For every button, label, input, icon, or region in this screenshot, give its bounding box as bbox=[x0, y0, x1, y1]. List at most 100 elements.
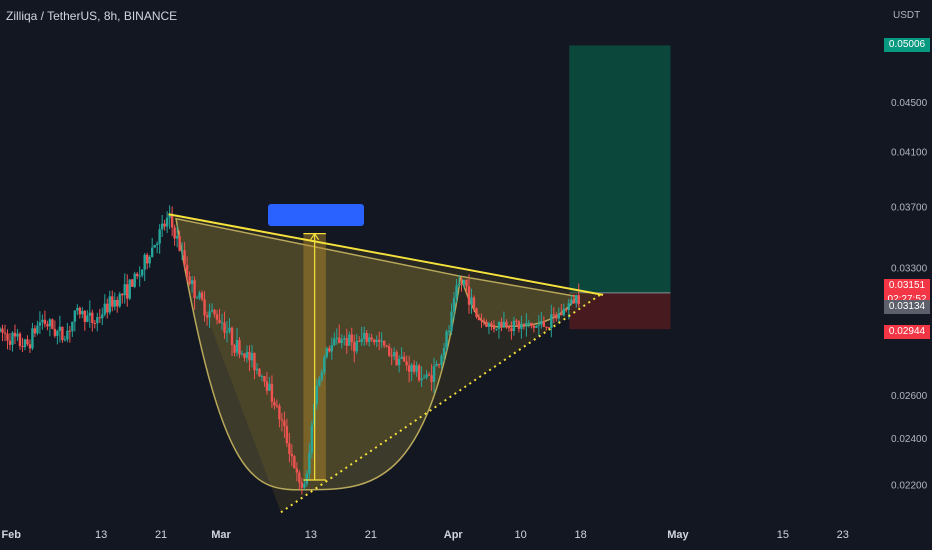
candle bbox=[131, 278, 134, 287]
candle-body bbox=[215, 314, 219, 320]
candle-body bbox=[41, 319, 44, 323]
price-tick-label: 0.02600 bbox=[891, 391, 928, 402]
price-tick-label: 0.03300 bbox=[891, 264, 928, 275]
candle bbox=[243, 352, 246, 362]
candle bbox=[562, 303, 565, 317]
candle bbox=[552, 307, 556, 324]
candle-body bbox=[0, 328, 2, 332]
candle bbox=[460, 276, 463, 292]
candle-body bbox=[442, 348, 446, 356]
candle bbox=[535, 325, 538, 328]
candle bbox=[467, 274, 471, 314]
time-axis[interactable]: Feb 13 21 Mar 13 21 Apr 10 18 May 15 23 bbox=[1, 529, 848, 541]
candle bbox=[153, 244, 156, 248]
candle bbox=[522, 323, 526, 330]
candle-body bbox=[86, 315, 89, 322]
candle bbox=[445, 329, 448, 352]
time-tick-label: 13 bbox=[305, 529, 317, 541]
price-unit-label: USDT bbox=[893, 10, 921, 21]
candle-body bbox=[213, 309, 216, 315]
candle-body bbox=[263, 376, 266, 382]
candle-body bbox=[517, 321, 521, 329]
candle-body bbox=[422, 377, 426, 379]
candle-body bbox=[557, 313, 561, 319]
candle bbox=[310, 420, 314, 459]
candle-body bbox=[78, 307, 82, 315]
candle-body bbox=[328, 348, 331, 352]
candle-body bbox=[103, 303, 106, 315]
candle-body bbox=[288, 443, 291, 454]
candle bbox=[48, 318, 52, 337]
candle bbox=[415, 361, 418, 377]
candle-body bbox=[16, 333, 19, 337]
candle bbox=[101, 307, 104, 326]
candle-body bbox=[155, 243, 159, 245]
cup-and-handle-pattern bbox=[168, 214, 604, 513]
candle bbox=[577, 283, 580, 308]
candle bbox=[263, 376, 266, 387]
candle bbox=[355, 333, 358, 355]
candle-body bbox=[230, 327, 234, 346]
cup-shape bbox=[175, 217, 462, 491]
time-tick-label: 21 bbox=[155, 529, 167, 541]
candle-body bbox=[278, 405, 281, 420]
time-tick-label: Apr bbox=[444, 529, 464, 541]
candle bbox=[21, 337, 24, 353]
candle bbox=[98, 309, 101, 324]
candle-body bbox=[527, 322, 531, 324]
candle bbox=[240, 350, 244, 356]
candle-body bbox=[537, 324, 541, 326]
candle-body bbox=[525, 322, 528, 326]
candle-body bbox=[335, 337, 338, 339]
candle-body bbox=[532, 325, 536, 328]
candle-body bbox=[472, 297, 476, 309]
candle-body bbox=[83, 311, 87, 322]
candle-body bbox=[460, 283, 463, 285]
price-tick-label: 0.02400 bbox=[891, 434, 928, 445]
candle-body bbox=[153, 244, 156, 248]
candle bbox=[465, 279, 468, 293]
candle-body bbox=[200, 292, 204, 300]
candle bbox=[557, 307, 561, 324]
price-range-label[interactable] bbox=[268, 204, 364, 226]
candle bbox=[425, 370, 428, 380]
candle bbox=[238, 336, 241, 359]
candle bbox=[113, 292, 116, 311]
candle bbox=[532, 324, 536, 333]
candle bbox=[93, 319, 96, 329]
candle bbox=[392, 347, 396, 361]
candle-body bbox=[283, 420, 286, 427]
candle-body bbox=[145, 254, 149, 264]
candle-body bbox=[190, 280, 194, 284]
candle bbox=[542, 316, 546, 328]
trendlines[interactable] bbox=[168, 213, 604, 514]
candle bbox=[407, 355, 411, 383]
candle-body bbox=[565, 308, 568, 310]
candle bbox=[512, 316, 516, 336]
candle-body bbox=[133, 273, 136, 287]
candle bbox=[218, 308, 221, 324]
chart-title: Zilliqa / TetherUS, 8h, BINANCE bbox=[6, 9, 178, 23]
candle-body bbox=[562, 308, 565, 316]
candle bbox=[303, 479, 306, 491]
candle bbox=[273, 397, 276, 410]
candle-body bbox=[43, 319, 47, 325]
position-zones bbox=[569, 45, 671, 330]
price-axis[interactable]: 0.04500 0.04100 0.03700 0.03300 0.02600 0.024… bbox=[891, 98, 928, 491]
candle bbox=[36, 320, 39, 336]
candle-body bbox=[497, 321, 501, 329]
candle bbox=[377, 331, 381, 351]
candle bbox=[290, 444, 294, 467]
candle-body bbox=[163, 223, 166, 227]
candle-body bbox=[485, 321, 488, 327]
candle bbox=[298, 470, 301, 490]
candle-body bbox=[348, 334, 351, 346]
candle bbox=[23, 338, 27, 351]
target-zone bbox=[569, 45, 671, 293]
candle-body bbox=[293, 456, 296, 469]
candle-body bbox=[210, 309, 214, 312]
candle-body bbox=[365, 332, 368, 342]
candle-body bbox=[462, 279, 466, 285]
candle-body bbox=[31, 328, 34, 349]
